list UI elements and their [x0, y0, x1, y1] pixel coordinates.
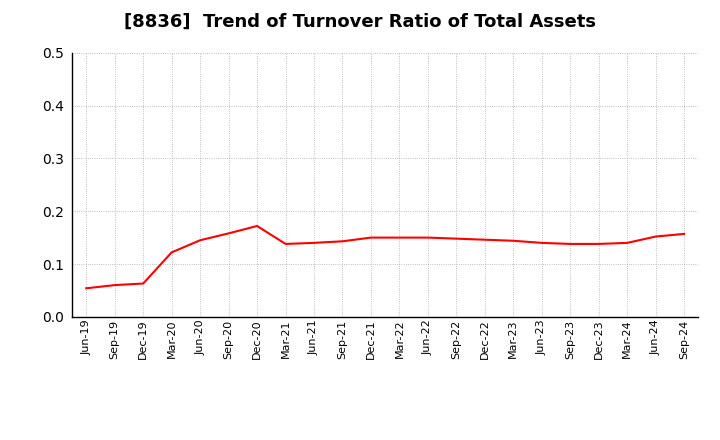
Text: [8836]  Trend of Turnover Ratio of Total Assets: [8836] Trend of Turnover Ratio of Total …	[124, 13, 596, 31]
